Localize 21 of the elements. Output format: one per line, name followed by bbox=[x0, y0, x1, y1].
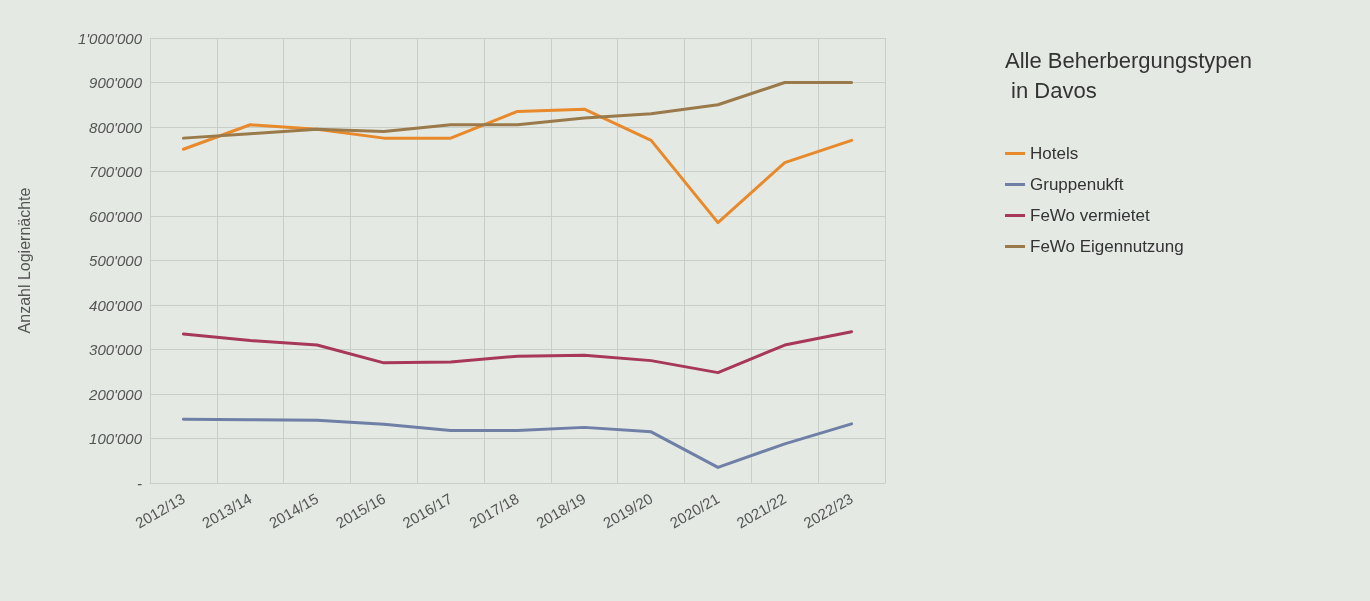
y-tick-label: 100'000 bbox=[89, 430, 143, 447]
legend-label: Gruppenukft bbox=[1030, 175, 1124, 194]
y-tick-label: 1'000'000 bbox=[77, 29, 143, 47]
y-tick-label: - bbox=[137, 474, 142, 492]
legend-label: FeWo vermietet bbox=[1030, 206, 1150, 225]
y-axis-title: Anzahl Logiernächte bbox=[15, 187, 33, 334]
legend-label: Hotels bbox=[1030, 144, 1079, 163]
y-tick-label: 800'000 bbox=[89, 118, 143, 136]
y-tick-label: 500'000 bbox=[89, 252, 143, 269]
text: Alle Beherbergungstypen in Davos bbox=[1005, 47, 1253, 103]
y-tick-label: 300'000 bbox=[89, 341, 143, 358]
line-series bbox=[181, 107, 854, 225]
y-tick-label: 600'000 bbox=[89, 207, 143, 225]
line-series bbox=[181, 330, 854, 375]
line-series bbox=[181, 81, 854, 140]
y-tick-label: 900'000 bbox=[89, 74, 143, 91]
y-tick-label: 700'000 bbox=[89, 163, 143, 180]
legend-label: FeWo Eigennutzung bbox=[1030, 237, 1184, 256]
y-tick-label: 400'000 bbox=[89, 296, 143, 314]
y-tick-label: 200'000 bbox=[88, 385, 143, 403]
line-series bbox=[181, 417, 854, 469]
